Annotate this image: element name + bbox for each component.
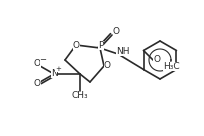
Text: O: O — [153, 55, 160, 64]
Text: +: + — [55, 66, 61, 72]
Text: O: O — [103, 61, 111, 70]
Text: P: P — [98, 41, 104, 50]
Text: O: O — [72, 41, 80, 50]
Text: O: O — [33, 80, 41, 89]
Text: N: N — [51, 69, 57, 78]
Text: O: O — [112, 27, 120, 36]
Text: NH: NH — [116, 47, 130, 55]
Text: H₃C: H₃C — [163, 62, 180, 71]
Text: O: O — [33, 60, 41, 69]
Text: −: − — [40, 55, 47, 64]
Text: CH₃: CH₃ — [72, 92, 88, 101]
